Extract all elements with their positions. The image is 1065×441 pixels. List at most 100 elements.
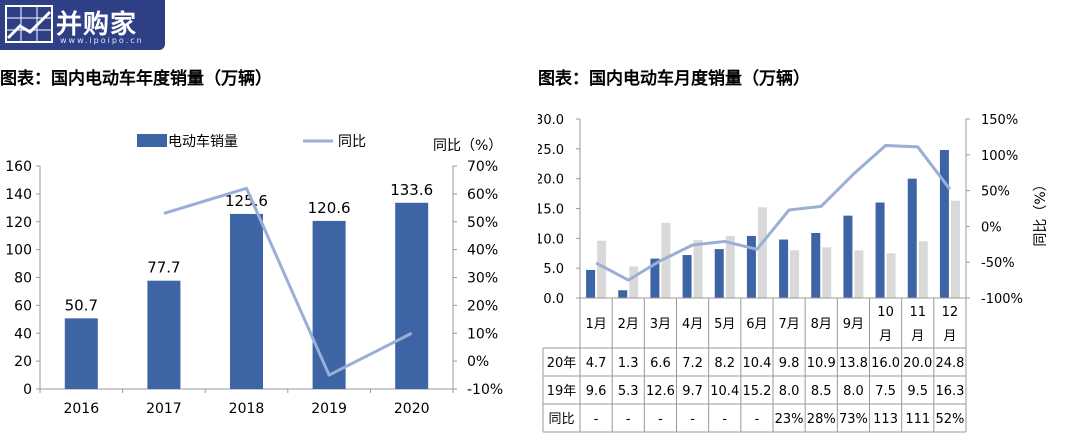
y2-tick-label: -10% [467,382,503,398]
monthly-chart-title: 图表：国内电动车月度销量（万辆） [538,69,810,89]
chart-logo-icon [5,5,53,43]
table-row-label: 20年 [547,356,577,371]
bar-2020 [650,258,660,298]
y2-tick-label: 60% [467,187,498,203]
x-tick-label: 2月 [618,317,639,332]
annual-chart-title: 图表：国内电动车年度销量（万辆） [0,69,272,89]
table-cell: 10.4 [742,356,771,371]
bar [147,280,181,389]
y-tick-label: 10.0 [538,232,564,247]
x-tick-label: 月 [943,329,956,344]
table-cell: 73% [839,412,868,427]
x-tick-label: 2020 [394,401,430,417]
bar-2019 [693,240,703,298]
bar-2020 [682,255,692,298]
table-cell: 8.0 [843,384,864,399]
table-cell: 13.8 [839,356,868,371]
legend-label-line: 同比 [338,134,366,150]
table-cell: 23% [775,412,804,427]
bar-2019 [661,222,671,298]
bar-value-label: 120.6 [308,199,351,217]
y2-tick-label: 20% [467,298,498,314]
x-tick-label: 2019 [311,401,347,417]
y2-tick-label: 0% [981,220,1002,235]
table-row-label: 19年 [547,384,577,399]
bar-2019 [790,250,800,298]
x-tick-label: 9月 [843,317,864,332]
x-tick-label: 2018 [229,401,265,417]
table-cell: 1.3 [618,356,639,371]
bar [230,213,263,389]
table-cell: 9.5 [907,384,928,399]
table-cell: 9.6 [586,384,607,399]
bar-2019 [950,200,960,298]
bar-2019 [918,241,928,298]
y-tick-label: 30.0 [538,113,564,128]
y-tick-label: 20 [14,354,32,370]
y-tick-label: 15.0 [538,203,564,218]
y2-tick-label: 150% [981,113,1018,128]
y-tick-label: 20.0 [538,173,564,188]
x-tick-label: 5月 [714,317,735,332]
logo-url: www.ipoipo.cn [60,36,144,45]
y2-tick-label: 50% [981,185,1010,200]
table-cell: 5.3 [618,384,639,399]
y2-axis-title: 同比（%） [1033,177,1049,246]
y2-tick-label: 0% [467,354,489,370]
y2-tick-label: 70% [467,159,498,175]
x-tick-label: 2017 [146,401,182,417]
y-tick-label: 60 [14,298,32,314]
y2-tick-label: -100% [981,292,1023,307]
bar-2020 [939,150,949,298]
y2-axis-title: 同比（%） [433,138,502,154]
table-cell: 8.2 [714,356,735,371]
y-tick-label: 80 [14,271,32,287]
yoy-line [163,186,413,377]
y2-tick-label: 100% [981,149,1018,164]
y-tick-label: 40 [14,326,32,342]
y-tick-label: 0 [23,382,32,398]
bar-value-label: 125.6 [225,192,268,210]
table-cell: 8.5 [811,384,832,399]
table-cell: - [690,412,695,427]
bar-2020 [843,215,853,298]
table-cell: 10.9 [807,356,836,371]
bar-2020 [811,232,821,298]
bar-2019 [854,250,864,298]
table-cell: 9.7 [682,384,703,399]
x-tick-label: 月 [879,329,892,344]
bar-value-label: 133.6 [390,181,433,199]
table-cell: 8.0 [779,384,800,399]
legend-label-bar: 电动车销量 [168,133,238,150]
logo: 并购家 www.ipoipo.cn [0,0,165,50]
x-tick-label: 12 [942,305,959,320]
table-cell: - [594,412,599,427]
table-cell: 9.8 [779,356,800,371]
bar-value-label: 77.7 [147,259,180,277]
y2-tick-label: 30% [467,271,498,287]
y-tick-label: 5.0 [543,262,564,277]
x-tick-label: 7月 [778,317,799,332]
bar [312,220,346,389]
logo-brand: 并购家 [56,10,138,40]
bar-2019 [597,240,607,298]
table-cell: - [755,412,760,427]
table-cell: 52% [935,412,964,427]
x-tick-label: 6月 [746,317,767,332]
table-cell: 10.4 [710,384,739,399]
y-tick-label: 160 [5,159,32,175]
y2-tick-label: -50% [981,256,1015,271]
x-tick-label: 8月 [811,317,832,332]
bar-2020 [875,202,885,298]
table-cell: 4.7 [586,356,607,371]
x-tick-label: 月 [911,329,924,344]
y-tick-label: 140 [5,187,32,203]
table-cell: - [658,412,663,427]
table-cell: - [722,412,727,427]
x-tick-label: 3月 [650,317,671,332]
yoy-line [595,143,952,282]
bar-2020 [746,235,756,298]
table-cell: 15.2 [742,384,771,399]
bar-2020 [586,269,596,298]
bar-2019 [757,207,767,298]
